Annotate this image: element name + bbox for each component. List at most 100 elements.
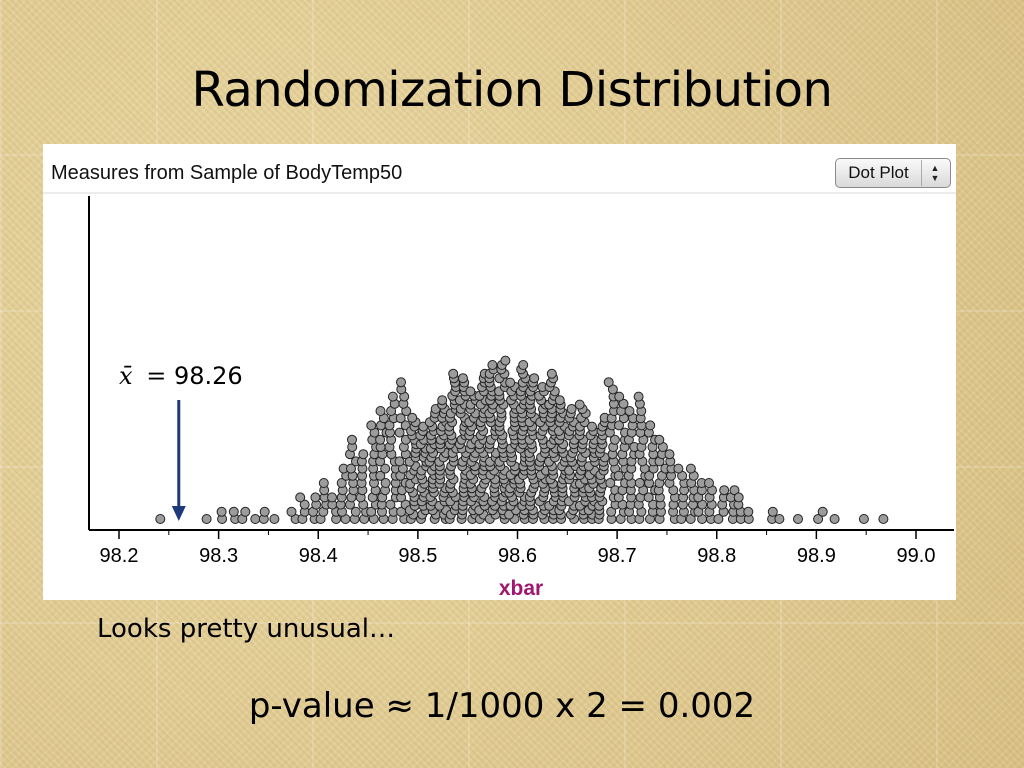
dot: [395, 413, 406, 424]
dot: [387, 391, 398, 402]
slide-title: Randomization Distribution: [191, 62, 833, 118]
dot: [613, 470, 624, 481]
x-tick-label: 98.4: [299, 545, 338, 567]
dot: [858, 514, 869, 524]
select-stepper-icon[interactable]: ▲ ▼: [921, 160, 948, 186]
x-tick-label: 98.2: [100, 545, 139, 567]
dot: [733, 492, 744, 503]
dot: [614, 420, 624, 431]
dot: [250, 514, 261, 524]
dot: [448, 368, 459, 379]
dot: [605, 478, 616, 488]
dot: [587, 421, 597, 432]
dot: [346, 463, 356, 474]
dot-plot-svg: 98.2 98.3 98.4 98.5 98.6 98.7 98.8 98.9 99.0 xba…: [43, 192, 956, 600]
dot: [366, 420, 377, 431]
dot: [327, 492, 337, 503]
x-tick-label: 98.6: [498, 545, 537, 567]
plot-type-select-label: Dot Plot: [848, 163, 909, 182]
x-tick-label: 98.5: [398, 545, 437, 567]
dot: [743, 506, 754, 517]
dot: [829, 514, 840, 524]
dot: [375, 406, 386, 416]
dot: [375, 434, 386, 445]
dot: [719, 485, 730, 496]
dot: [633, 391, 644, 402]
dot: [487, 360, 498, 370]
x-tick-label: 98.3: [199, 545, 238, 567]
dot: [654, 434, 665, 445]
dot: [643, 492, 654, 503]
dot: [384, 420, 395, 431]
dot: [380, 463, 391, 474]
dots-layer: [155, 355, 889, 524]
dot-plot-panel: 98.2 98.3 98.4 98.5 98.6 98.7 98.8 98.9 99.0 xba…: [43, 144, 956, 600]
dot: [458, 373, 468, 384]
dot: [566, 404, 577, 414]
dot: [347, 434, 357, 445]
dot: [574, 399, 585, 410]
dot: [518, 360, 529, 370]
dot: [216, 506, 227, 517]
dot: [350, 506, 361, 517]
x-ticks-layer: 98.2 98.3 98.4 98.5 98.6 98.7 98.8 98.9 99.0: [100, 530, 936, 567]
dot: [554, 395, 565, 406]
x-tick-label: 98.9: [797, 545, 836, 567]
dot: [813, 514, 824, 524]
panel-header: Measures from Sample of BodyTemp50: [51, 162, 403, 184]
p-value-statement: p-value ≈ 1/1000 x 2 = 0.002: [248, 686, 756, 726]
dot: [606, 506, 617, 517]
dot: [358, 449, 369, 460]
dot: [155, 514, 166, 524]
dot: [793, 514, 803, 524]
dot: [240, 506, 251, 517]
dot: [407, 412, 418, 423]
dot: [269, 514, 280, 524]
dot: [259, 506, 270, 517]
dot: [878, 514, 889, 524]
x-tick-label: 98.8: [697, 545, 736, 567]
dot: [394, 427, 405, 438]
dot: [618, 398, 629, 409]
dot: [336, 478, 347, 488]
observation-note: Looks pretty unusual…: [97, 614, 395, 644]
dot: [437, 395, 448, 406]
dot: [645, 420, 656, 431]
dot: [609, 434, 620, 445]
dot: [500, 355, 511, 366]
dot: [318, 478, 329, 488]
dot: [201, 514, 212, 524]
dot: [624, 406, 635, 416]
dot: [529, 373, 540, 384]
dot: [644, 470, 655, 481]
xbar-arrow-head: [171, 506, 186, 521]
dot: [774, 514, 785, 524]
chevron-up-icon: ▲: [930, 163, 940, 173]
dot: [505, 377, 516, 388]
plot-type-select[interactable]: Dot Plot ▲ ▼: [835, 158, 951, 188]
dot: [375, 470, 386, 481]
dot: [603, 377, 614, 388]
dot: [685, 514, 696, 524]
dot: [546, 368, 557, 379]
dot: [396, 377, 406, 388]
dot: [286, 506, 297, 517]
x-tick-label: 99.0: [897, 545, 936, 567]
dot: [295, 492, 306, 503]
dot: [380, 478, 391, 488]
xbar-annotation: x̄ = 98.26: [119, 362, 243, 521]
chevron-down-icon: ▼: [930, 173, 940, 183]
dot: [673, 463, 684, 474]
dot: [299, 499, 310, 510]
x-tick-label: 98.7: [598, 545, 637, 567]
dot: [394, 456, 405, 467]
dot: [385, 499, 396, 510]
dot: [465, 386, 476, 397]
dot: [664, 449, 675, 460]
dot: [713, 514, 724, 524]
dot: [614, 391, 625, 402]
dot: [310, 492, 321, 503]
dot: [366, 506, 377, 517]
dot: [817, 506, 828, 517]
svg-text:x̄ = 98.26: x̄ = 98.26: [119, 362, 243, 390]
